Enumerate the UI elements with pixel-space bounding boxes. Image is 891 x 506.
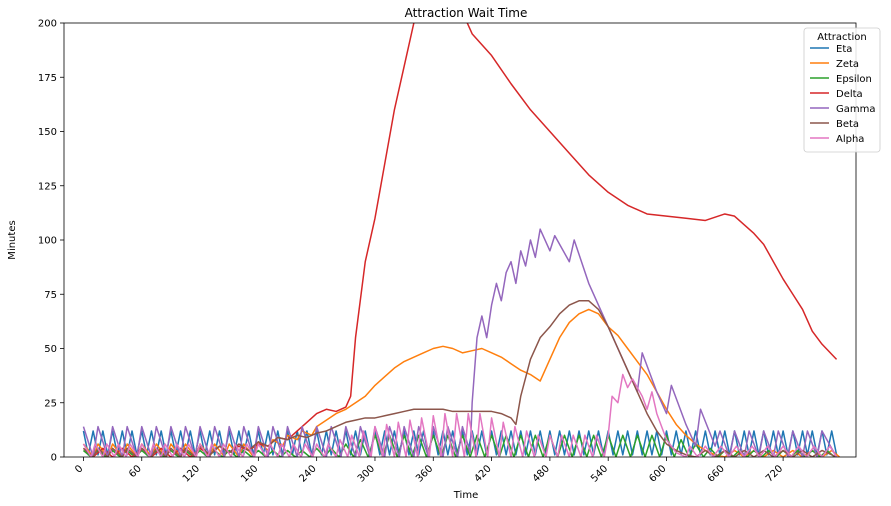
x-tick-label: 60 [127, 463, 144, 480]
legend-label-beta: Beta [836, 119, 859, 130]
series-line-zeta [82, 308, 840, 457]
chart-title: Attraction Wait Time [405, 6, 528, 20]
y-axis-label: Minutes [7, 220, 18, 259]
x-axis-label: Time [453, 490, 478, 501]
x-axis-ticks: 0 60 120 180 240 300 360 420 480 540 600 660 720 [73, 457, 785, 485]
x-tick-label: 720 [764, 463, 785, 484]
x-tick-label: 120 [181, 463, 202, 484]
y-axis-ticks: 0 25 50 75 100 125 150 175 200 [38, 19, 64, 464]
plot-frame [63, 22, 857, 458]
y-tick-label: 75 [44, 290, 57, 301]
x-tick-label: 240 [298, 463, 319, 484]
legend-title: Attraction [817, 32, 866, 43]
x-tick-label: 360 [414, 463, 435, 484]
legend-box [803, 27, 881, 153]
legend-items: Eta Zeta Epsilon Delta Gamma Beta Alpha [810, 44, 876, 145]
x-tick-label: 180 [239, 463, 260, 484]
series-line-delta [82, 23, 838, 457]
y-tick-label: 0 [51, 453, 57, 464]
legend-label-alpha: Alpha [836, 134, 864, 145]
y-tick-label: 50 [44, 344, 57, 355]
x-tick-label: 300 [356, 463, 377, 484]
series-layer [82, 23, 840, 457]
y-tick-label: 100 [38, 236, 57, 247]
legend-label-gamma: Gamma [836, 104, 876, 115]
y-tick-label: 175 [38, 73, 57, 84]
legend-label-eta: Eta [836, 44, 852, 55]
x-tick-label: 660 [706, 463, 727, 484]
x-tick-label: 600 [647, 463, 668, 484]
x-tick-label: 0 [73, 463, 85, 475]
series-line-alpha [82, 373, 838, 457]
x-tick-label: 420 [472, 463, 493, 484]
legend-label-zeta: Zeta [836, 59, 859, 70]
y-tick-label: 200 [38, 19, 57, 30]
legend-label-delta: Delta [836, 89, 863, 100]
series-line-gamma [82, 228, 838, 457]
x-tick-label: 540 [589, 463, 610, 484]
x-tick-label: 480 [531, 463, 552, 484]
legend-label-epsilon: Epsilon [836, 74, 872, 85]
y-tick-label: 125 [38, 181, 57, 192]
y-tick-label: 150 [38, 127, 57, 138]
y-tick-label: 25 [44, 398, 57, 409]
legend: Attraction Eta Zeta Epsilon Delta Gamma Beta A… [803, 27, 881, 153]
